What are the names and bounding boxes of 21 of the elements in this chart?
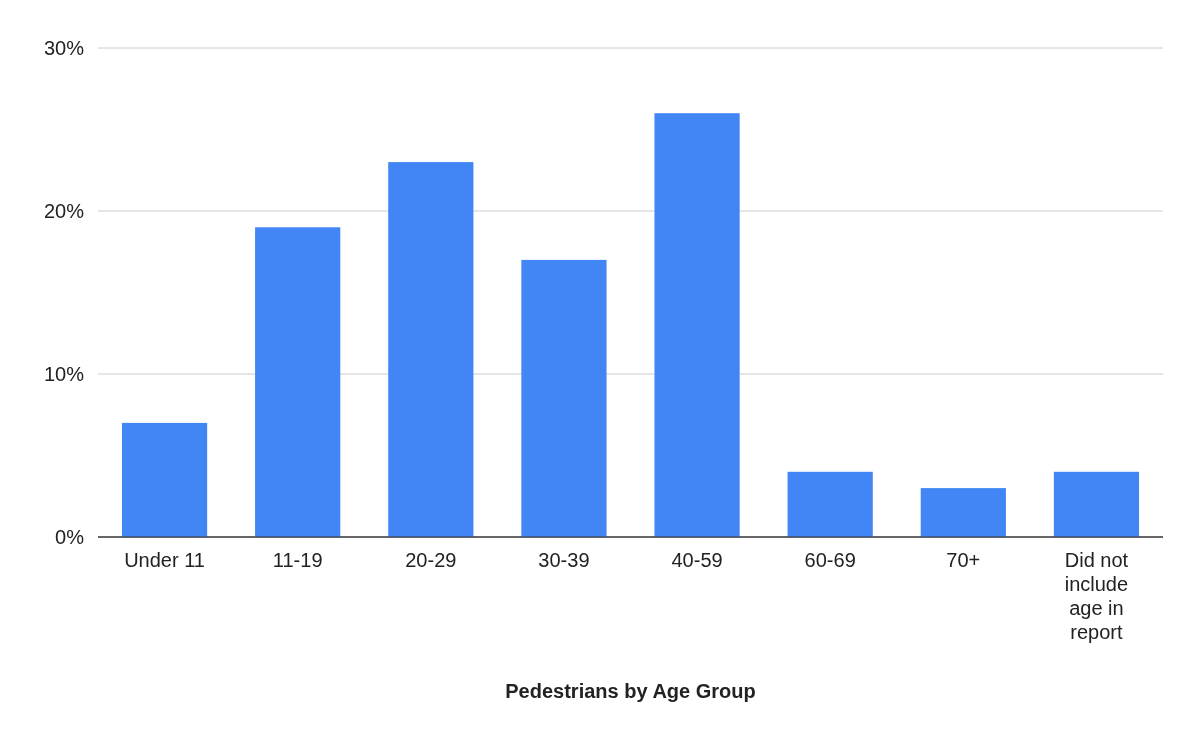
x-tick-label: 11-19 (272, 549, 323, 571)
x-tick-label: Did not include age in report (1064, 549, 1129, 643)
x-tick-label: 40-59 (671, 549, 723, 571)
bar (787, 471, 873, 537)
bar (654, 113, 740, 537)
x-axis-title: Pedestrians by Age Group (505, 680, 756, 702)
x-tick-label: 70+ (946, 549, 981, 571)
bar (1053, 471, 1140, 537)
y-tick-label: 20% (43, 200, 85, 222)
y-tick-label: 0% (55, 526, 85, 548)
y-tick-label: 10% (43, 363, 85, 385)
bar (521, 259, 607, 537)
bar (920, 488, 1006, 537)
x-tick-label: Under 11 (124, 549, 205, 571)
x-tick-label: 60-69 (804, 549, 856, 571)
x-tick-label: 30-39 (538, 549, 590, 571)
x-tick-label: 20-29 (405, 549, 457, 571)
bar (121, 422, 208, 537)
bar (255, 227, 341, 537)
y-tick-label: 30% (43, 37, 85, 59)
bar (388, 162, 474, 537)
